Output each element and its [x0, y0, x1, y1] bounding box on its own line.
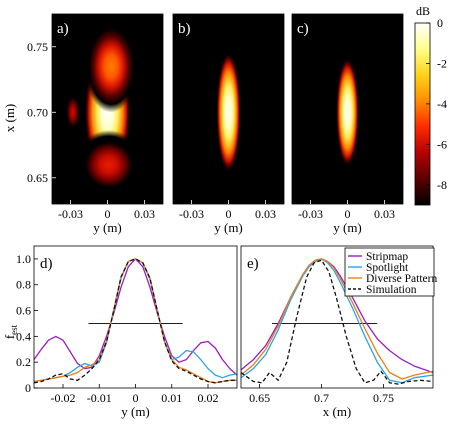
x-tick-label: -0.03 [298, 207, 323, 221]
legend-entry: Spotlight [366, 262, 409, 274]
panel-label-d: d) [40, 256, 53, 272]
y-tick-label: 0.75 [27, 40, 48, 54]
ylabel-d-main: f [2, 334, 17, 339]
heatmap-blob [63, 89, 83, 136]
x-tick-label: 0 [345, 207, 351, 221]
ylabel-d: fest [2, 324, 19, 339]
x-axis-label: y (m) [93, 220, 122, 235]
heatmap-blob [216, 51, 241, 173]
legend-entry: Simulation [366, 284, 417, 296]
colorbar-ticks: 0 -2 -4 -6 -8 [426, 16, 447, 192]
plot-area [34, 246, 237, 388]
colorbar-tick-label: -4 [437, 97, 447, 111]
colorbar-tick-label: -8 [437, 178, 447, 192]
heatmap-blob [73, 130, 145, 200]
y-tick-label: 0.4 [16, 329, 31, 343]
legend-entry: Diverse Pattern [366, 273, 437, 285]
x-tick-label: 0 [226, 207, 232, 221]
colorbar-bar [414, 22, 431, 206]
y-tick-label: 0.6 [16, 304, 31, 318]
x-axis-label: x (m) [323, 404, 352, 419]
panel-label-b: b) [178, 21, 191, 37]
legend-entry: Stripmap [366, 251, 408, 263]
x-tick-label: 0 [133, 391, 139, 405]
y-tick-label: 1.0 [16, 252, 31, 266]
y-tick-label: 0.2 [16, 355, 31, 369]
panel-label-a: a) [57, 21, 69, 37]
panel-label-c: c) [297, 21, 309, 37]
ylabel-d-sub: est [9, 324, 19, 334]
x-tick-label: 0.65 [249, 391, 270, 405]
colorbar-label: dB [416, 4, 430, 18]
x-tick-label: -0.03 [58, 207, 83, 221]
heatmap-blob [84, 20, 139, 113]
colorbar-tick-label: -2 [437, 56, 447, 70]
heatmap-panel-c: c) -0.03 0 0.03 y (m) [291, 13, 404, 235]
heatmap-panel-a: a) -0.03 0 0.03 y (m) 0.65 0.70 0.75 [27, 13, 164, 235]
x-tick-label: 0.03 [374, 207, 395, 221]
series-line-diverse-pattern [34, 258, 237, 384]
heatmap-panel-b: b) -0.03 0 0.03 y (m) [172, 13, 285, 235]
x-tick-label: 0.03 [255, 207, 276, 221]
plot-frame [240, 245, 434, 389]
colorbar-tick-label: -6 [437, 137, 447, 151]
x-tick-label: 0.01 [161, 391, 182, 405]
x-axis-label: y (m) [214, 220, 243, 235]
panel-label-e: e) [247, 256, 259, 272]
x-tick-label: 0.02 [198, 391, 219, 405]
x-tick-label: 0.75 [373, 391, 394, 405]
y-tick-label: 0.65 [27, 171, 48, 185]
heatmap-blob [336, 57, 359, 168]
x-tick-label: -0.03 [179, 207, 204, 221]
ylabel-a: x (m) [2, 104, 17, 133]
y-tick-label: 0 [25, 381, 31, 395]
x-tick-label: 0 [105, 207, 111, 221]
x-tick-label: -0.02 [51, 391, 76, 405]
series-line-spotlight [241, 258, 433, 384]
x-tick-label: 0.7 [314, 391, 329, 405]
line-panel-d: d)-0.02 -0.01 0 0.01 0.02y (m)00.20.40.60.81… [16, 245, 238, 419]
series-line-diverse-pattern [241, 258, 433, 380]
series-line-simulation [241, 259, 433, 385]
x-tick-label: -0.01 [87, 391, 112, 405]
svg-text:fest: fest [2, 324, 19, 339]
x-tick-label: 0.03 [134, 207, 155, 221]
line-panel-e: e) 0.65 0.7 0.75 x (m) StripmapSpotlightDiver… [240, 245, 437, 419]
colorbar-tick-label: 0 [437, 16, 443, 30]
colorbar: dB 0 -2 -4 -6 -8 [414, 4, 447, 206]
x-axis-label: y (m) [333, 220, 362, 235]
y-tick-label: 0.70 [27, 105, 48, 119]
x-axis-label: y (m) [121, 404, 150, 419]
y-tick-label: 0.8 [16, 278, 31, 292]
